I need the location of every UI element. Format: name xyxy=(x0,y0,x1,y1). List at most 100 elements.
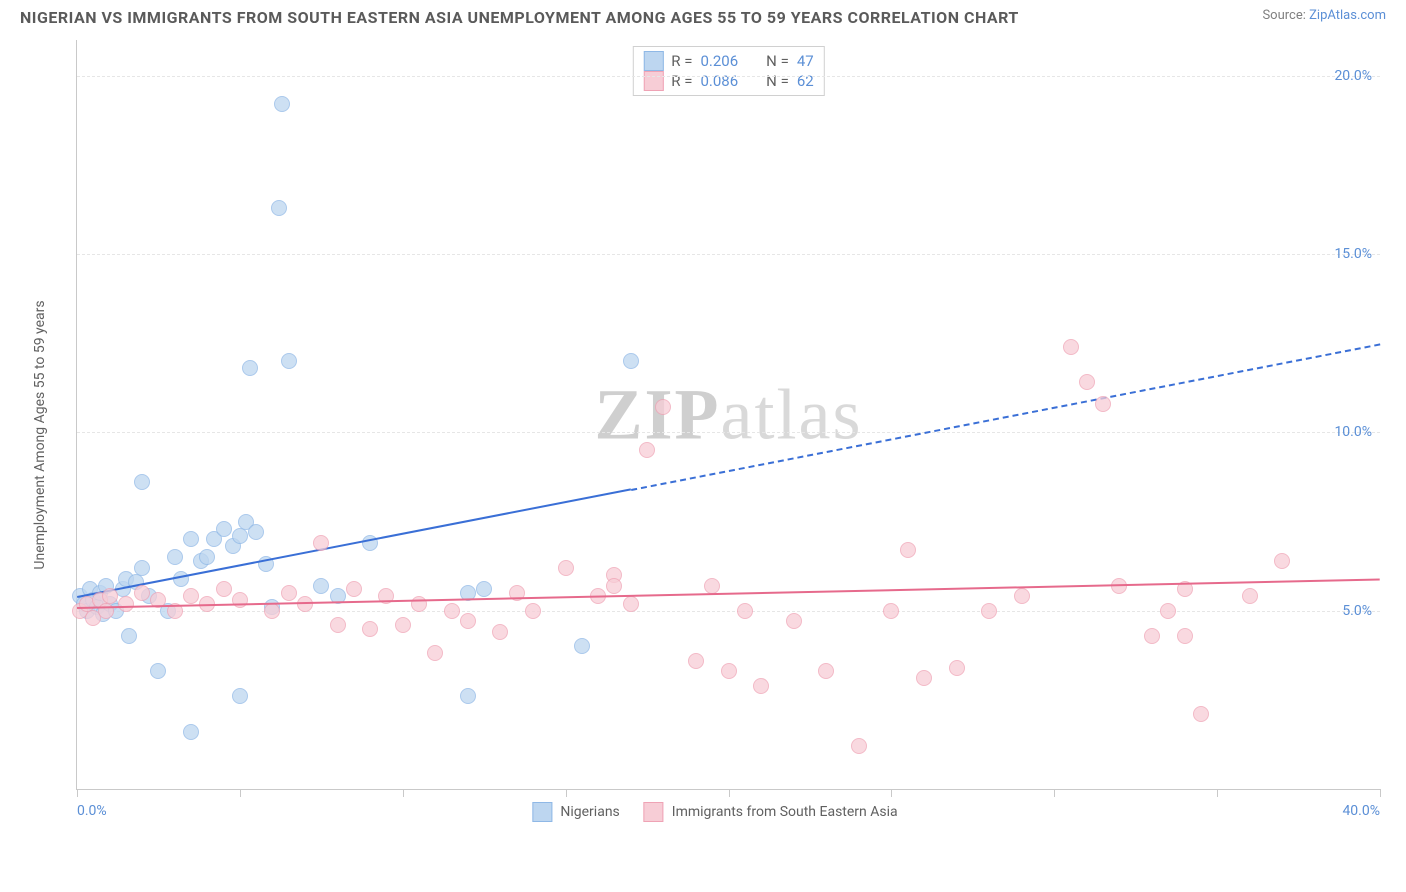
data-point xyxy=(786,613,802,629)
y-axis-label: Unemployment Among Ages 55 to 59 years xyxy=(32,300,48,569)
data-point xyxy=(753,678,769,694)
data-point xyxy=(558,560,574,576)
data-point xyxy=(216,521,232,537)
data-point xyxy=(916,670,932,686)
data-point xyxy=(330,617,346,633)
data-point xyxy=(427,645,443,661)
data-point xyxy=(721,663,737,679)
gridline xyxy=(77,254,1380,255)
data-point xyxy=(460,613,476,629)
data-point xyxy=(1144,628,1160,644)
data-point xyxy=(1177,628,1193,644)
data-point xyxy=(232,688,248,704)
data-point xyxy=(1242,588,1258,604)
data-point xyxy=(492,624,508,640)
data-point xyxy=(1193,706,1209,722)
y-tick-label: 10.0% xyxy=(1334,424,1372,440)
data-point xyxy=(281,353,297,369)
data-point xyxy=(883,603,899,619)
data-point xyxy=(150,663,166,679)
source-label: Source: xyxy=(1262,8,1305,23)
data-point xyxy=(102,588,118,604)
data-point xyxy=(1095,396,1111,412)
y-tick-label: 15.0% xyxy=(1334,246,1372,262)
trend-line xyxy=(631,343,1381,491)
series-legend: Nigerians Immigrants from South Eastern A… xyxy=(532,802,897,822)
data-point xyxy=(134,560,150,576)
data-point xyxy=(606,578,622,594)
data-point xyxy=(460,688,476,704)
source-attribution: Source: ZipAtlas.com xyxy=(1262,8,1386,23)
data-point xyxy=(704,578,720,594)
chart-area: Unemployment Among Ages 55 to 59 years Z… xyxy=(50,40,1380,830)
x-tick xyxy=(1054,789,1055,797)
data-point xyxy=(183,588,199,604)
gridline xyxy=(77,432,1380,433)
x-tick xyxy=(566,789,567,797)
data-point xyxy=(411,596,427,612)
watermark-atlas: atlas xyxy=(721,374,863,454)
data-point xyxy=(313,535,329,551)
data-point xyxy=(1274,553,1290,569)
x-tick-label: 0.0% xyxy=(77,803,107,819)
data-point xyxy=(639,442,655,458)
legend-row: R =0.206N =47 xyxy=(643,51,813,71)
data-point xyxy=(900,542,916,558)
source-link[interactable]: ZipAtlas.com xyxy=(1309,8,1386,23)
data-point xyxy=(281,585,297,601)
data-point xyxy=(346,581,362,597)
data-point xyxy=(232,592,248,608)
data-point xyxy=(274,96,290,112)
data-point xyxy=(818,663,834,679)
data-point xyxy=(851,738,867,754)
data-point xyxy=(949,660,965,676)
series-legend-label: Immigrants from South Eastern Asia xyxy=(672,804,898,820)
watermark-zip: ZIP xyxy=(595,374,721,454)
data-point xyxy=(313,578,329,594)
x-tick xyxy=(240,789,241,797)
data-point xyxy=(1014,588,1030,604)
data-point xyxy=(134,474,150,490)
x-tick xyxy=(1380,789,1381,797)
legend-swatch xyxy=(644,802,664,822)
data-point xyxy=(183,724,199,740)
data-point xyxy=(1160,603,1176,619)
data-point xyxy=(121,628,137,644)
data-point xyxy=(232,528,248,544)
series-legend-item: Immigrants from South Eastern Asia xyxy=(644,802,898,822)
plot-region: ZIPatlas R =0.206N =47R =0.086N =62 5.0%… xyxy=(76,40,1380,790)
data-point xyxy=(525,603,541,619)
legend-swatch xyxy=(643,51,663,71)
title-bar: NIGERIAN VS IMMIGRANTS FROM SOUTH EASTER… xyxy=(0,0,1406,31)
r-label: R = xyxy=(671,52,692,70)
data-point xyxy=(98,603,114,619)
data-point xyxy=(444,603,460,619)
data-point xyxy=(264,603,280,619)
series-legend-label: Nigerians xyxy=(560,804,619,820)
correlation-legend: R =0.206N =47R =0.086N =62 xyxy=(632,46,824,96)
data-point xyxy=(981,603,997,619)
data-point xyxy=(395,617,411,633)
data-point xyxy=(199,549,215,565)
x-tick xyxy=(77,789,78,797)
data-point xyxy=(623,596,639,612)
data-point xyxy=(623,353,639,369)
data-point xyxy=(242,360,258,376)
data-point xyxy=(271,200,287,216)
data-point xyxy=(1063,339,1079,355)
data-point xyxy=(574,638,590,654)
data-point xyxy=(167,549,183,565)
data-point xyxy=(134,585,150,601)
r-value: 0.206 xyxy=(700,52,738,70)
gridline xyxy=(77,76,1380,77)
x-tick-label: 40.0% xyxy=(1342,803,1380,819)
data-point xyxy=(118,596,134,612)
data-point xyxy=(216,581,232,597)
data-point xyxy=(362,621,378,637)
legend-swatch xyxy=(643,71,663,91)
legend-swatch xyxy=(532,802,552,822)
legend-row: R =0.086N =62 xyxy=(643,71,813,91)
series-legend-item: Nigerians xyxy=(532,802,619,822)
n-value: 47 xyxy=(797,52,814,70)
x-tick xyxy=(403,789,404,797)
